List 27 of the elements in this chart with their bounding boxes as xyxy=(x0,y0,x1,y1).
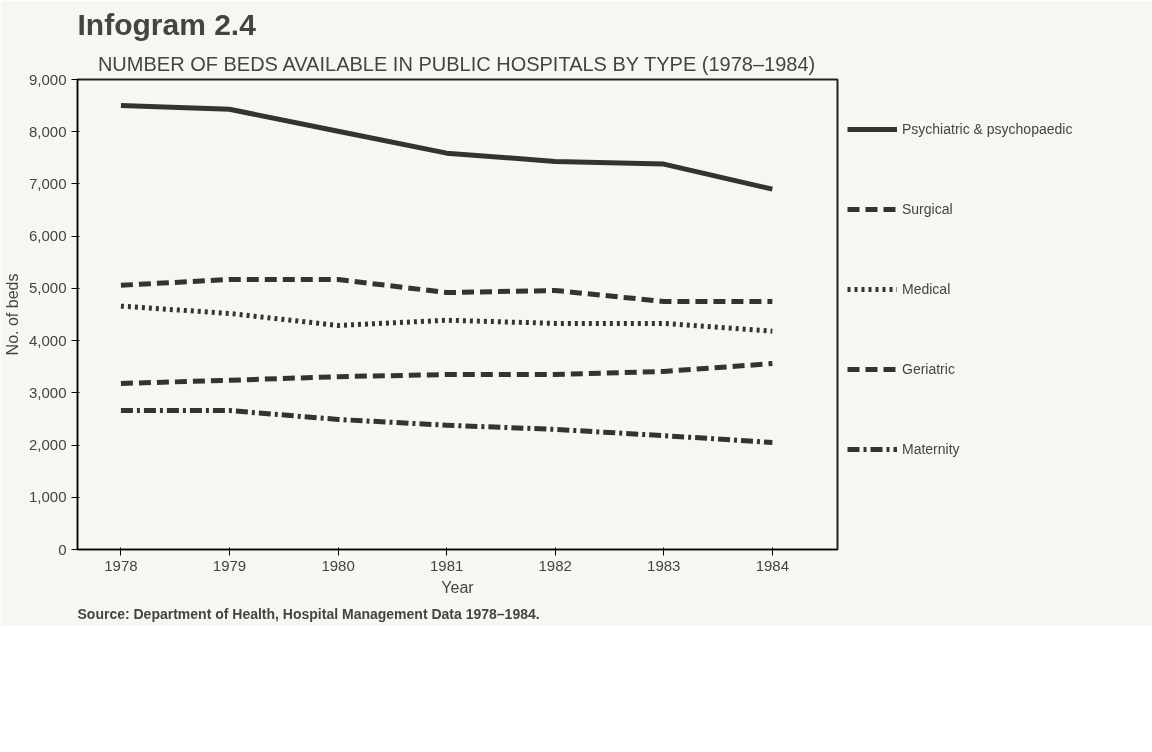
y-tick-label: 4,000 xyxy=(28,331,67,349)
y-tick-label: 6,000 xyxy=(28,227,67,245)
legend-label: Geriatric xyxy=(902,360,955,379)
y-tick-label: 9,000 xyxy=(28,70,67,88)
x-tick-label: 1983 xyxy=(647,556,681,574)
x-tick-label: 1979 xyxy=(212,556,247,574)
x-tick-label: 1984 xyxy=(755,556,790,574)
x-axis-title: Year xyxy=(441,578,475,596)
x-tick-label: 1981 xyxy=(429,556,464,574)
legend-label: Maternity xyxy=(902,440,960,459)
source-note: Source: Department of Health, Hospital Management Data 1978–1984. xyxy=(77,605,540,622)
legend-label: Surgical xyxy=(902,200,953,219)
y-tick-label: 1,000 xyxy=(28,488,67,506)
y-tick-label: 8,000 xyxy=(28,122,67,140)
y-tick-label: 5,000 xyxy=(28,279,67,297)
legend-label: Medical xyxy=(902,280,951,299)
y-tick-label: 3,000 xyxy=(28,383,67,401)
x-tick-label: 1982 xyxy=(538,556,572,574)
y-axis-title: No. of beds xyxy=(3,273,21,356)
y-tick-label: 0 xyxy=(58,540,67,558)
y-tick-label: 2,000 xyxy=(28,436,67,454)
legend-label: Psychiatric & psychopaedic xyxy=(902,120,1073,139)
x-tick-label: 1980 xyxy=(321,556,355,574)
x-tick-label: 1978 xyxy=(104,556,138,574)
y-tick-label: 7,000 xyxy=(28,174,67,192)
chart-subtitle: NUMBER OF BEDS AVAILABLE IN PUBLIC HOSPITALS BY TYPE (1978–1984) xyxy=(97,52,816,75)
chart-title: Infogram 2.4 xyxy=(77,7,257,41)
